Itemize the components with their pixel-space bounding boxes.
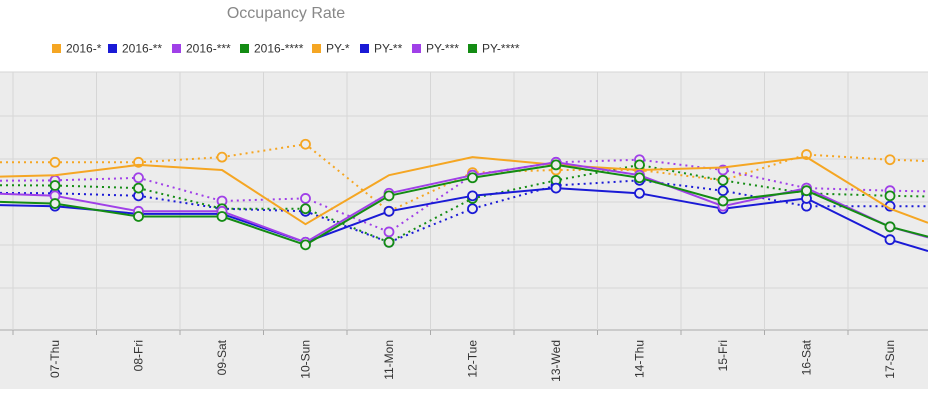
data-point[interactable]: [49, 180, 61, 191]
legend-label: 2016-****: [254, 42, 304, 56]
data-point[interactable]: [383, 236, 395, 248]
legend-label: PY-****: [482, 42, 520, 56]
data-point[interactable]: [49, 156, 61, 168]
legend-swatch: [412, 44, 421, 53]
legend-item[interactable]: PY-**: [360, 42, 403, 56]
x-tick-label: 15-Fri: [716, 340, 730, 371]
legend-item[interactable]: 2016-*: [52, 42, 102, 56]
legend-label: 2016-**: [122, 42, 162, 56]
x-tick-label: 17-Sun: [883, 340, 897, 379]
x-tick-label: 11-Mon: [382, 340, 396, 380]
data-point[interactable]: [383, 226, 395, 238]
data-point[interactable]: [634, 172, 645, 184]
data-point[interactable]: [634, 187, 645, 199]
legend-swatch: [240, 44, 249, 53]
data-point[interactable]: [216, 211, 228, 222]
legend-swatch: [52, 44, 61, 53]
x-tick-label: 08-Fri: [132, 340, 146, 371]
x-tick-label: 07-Thu: [48, 340, 62, 378]
data-point[interactable]: [300, 203, 311, 215]
data-point[interactable]: [467, 203, 478, 215]
chart-title: Occupancy Rate: [227, 5, 345, 22]
data-point[interactable]: [467, 172, 478, 184]
data-point[interactable]: [133, 211, 144, 222]
data-point[interactable]: [133, 182, 144, 194]
legend-item[interactable]: PY-***: [412, 42, 459, 56]
legend-label: PY-**: [374, 42, 403, 56]
data-point[interactable]: [550, 159, 562, 171]
legend-swatch: [312, 44, 321, 53]
legend-swatch: [172, 44, 181, 53]
legend-label: 2016-***: [186, 42, 231, 56]
series-2016-s: [0, 156, 928, 226]
x-tick-label: 10-Sun: [299, 340, 313, 379]
x-tick-label: 16-Sat: [800, 339, 814, 375]
data-point[interactable]: [49, 198, 61, 209]
data-point[interactable]: [300, 193, 311, 204]
data-point[interactable]: [133, 172, 144, 184]
data-point[interactable]: [801, 185, 812, 197]
data-point[interactable]: [717, 195, 729, 207]
legend: 2016-* 2016-** 2016-*** 2016-**** PY-* PY-** P…: [52, 42, 520, 56]
legend-swatch: [468, 44, 477, 53]
data-point[interactable]: [884, 221, 896, 233]
x-axis: 07-Thu 08-Fri 09-Sat 10-Sun 11-Mon 12-Tue 13-W…: [12, 330, 897, 382]
legend-label: PY-*: [326, 42, 350, 56]
data-point[interactable]: [634, 159, 645, 171]
legend-item[interactable]: PY-****: [468, 42, 520, 56]
legend-label: 2016-*: [66, 42, 102, 56]
data-point[interactable]: [884, 154, 896, 166]
legend-label: PY-***: [426, 42, 459, 56]
legend-item[interactable]: 2016-**: [108, 42, 162, 56]
series-group: [0, 138, 928, 252]
data-point[interactable]: [884, 190, 896, 202]
data-point[interactable]: [300, 239, 311, 251]
data-point[interactable]: [383, 205, 395, 217]
x-tick-label: 13-Wed: [549, 340, 563, 382]
legend-item[interactable]: PY-*: [312, 42, 350, 56]
legend-swatch: [360, 44, 369, 53]
series-2016-ssss: [0, 159, 928, 251]
x-tick-label: 14-Thu: [633, 340, 647, 378]
legend-swatch: [108, 44, 117, 53]
data-point[interactable]: [216, 151, 228, 163]
data-point[interactable]: [884, 234, 896, 246]
legend-item[interactable]: 2016-***: [172, 42, 231, 56]
data-point[interactable]: [550, 182, 562, 194]
legend-item[interactable]: 2016-****: [240, 42, 304, 56]
data-point[interactable]: [717, 185, 729, 197]
data-point[interactable]: [717, 174, 729, 186]
plot-area: [0, 72, 928, 389]
x-tick-label: 12-Tue: [466, 340, 480, 378]
series-line: [0, 156, 928, 226]
x-tick-label: 09-Sat: [215, 339, 229, 375]
data-point[interactable]: [467, 190, 478, 202]
data-point[interactable]: [300, 138, 311, 150]
data-point[interactable]: [383, 190, 395, 202]
